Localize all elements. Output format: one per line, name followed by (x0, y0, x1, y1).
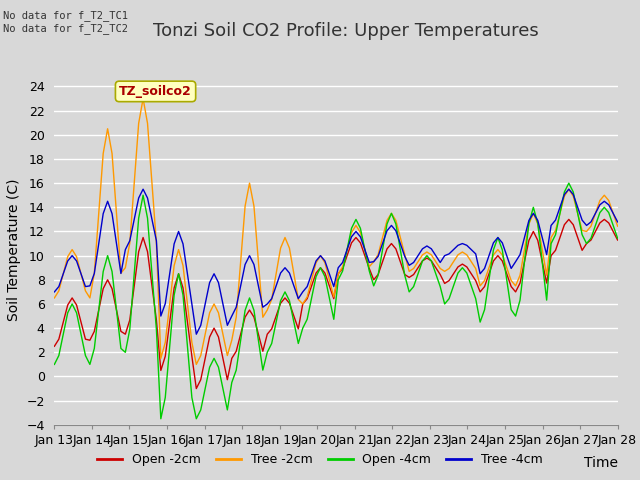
Text: Tonzi Soil CO2 Profile: Upper Temperatures: Tonzi Soil CO2 Profile: Upper Temperatur… (153, 22, 538, 40)
Text: No data for f_T2_TC1
No data for f_T2_TC2: No data for f_T2_TC1 No data for f_T2_TC… (3, 10, 128, 34)
Text: TZ_soilco2: TZ_soilco2 (119, 85, 192, 98)
Text: Time: Time (584, 456, 618, 470)
Legend: Open -2cm, Tree -2cm, Open -4cm, Tree -4cm: Open -2cm, Tree -2cm, Open -4cm, Tree -4… (92, 448, 548, 471)
Y-axis label: Soil Temperature (C): Soil Temperature (C) (7, 179, 20, 321)
